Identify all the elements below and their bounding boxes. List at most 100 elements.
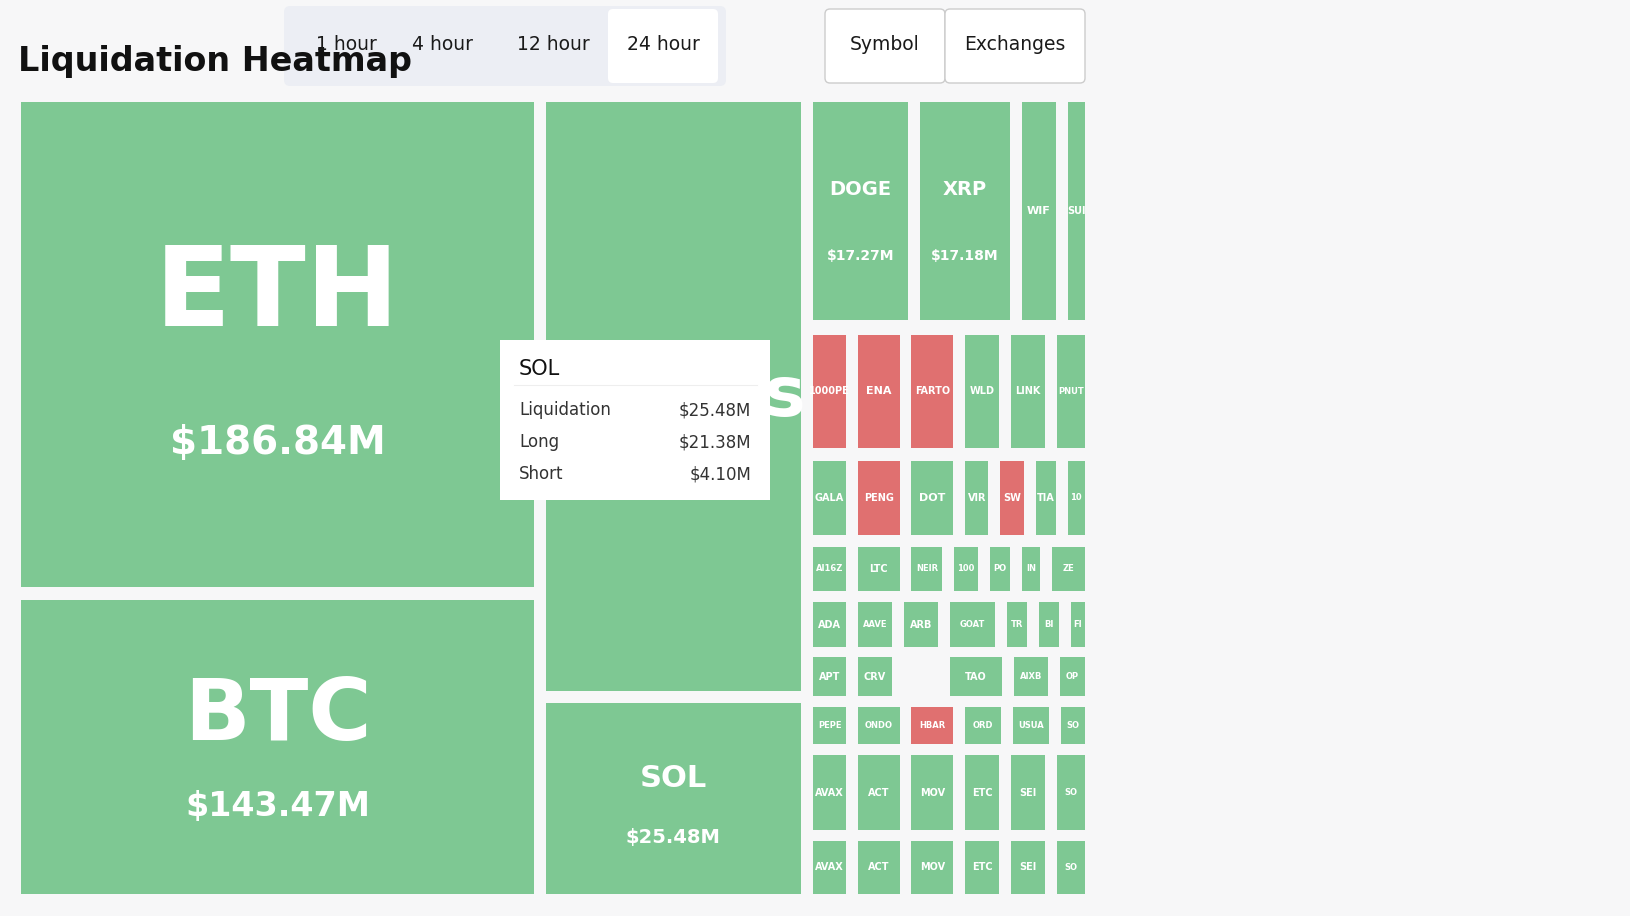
Bar bbox=[813, 657, 846, 696]
Text: GALA: GALA bbox=[815, 493, 844, 503]
Bar bbox=[1061, 707, 1086, 744]
Text: $17.18M: $17.18M bbox=[931, 249, 999, 263]
FancyBboxPatch shape bbox=[494, 340, 776, 507]
Text: SW: SW bbox=[1002, 493, 1020, 503]
Bar bbox=[21, 103, 533, 587]
Text: ACT: ACT bbox=[869, 788, 890, 798]
Text: TR: TR bbox=[1011, 620, 1024, 629]
Bar bbox=[1071, 603, 1086, 647]
Bar bbox=[911, 707, 954, 744]
Text: $17.27M: $17.27M bbox=[826, 249, 895, 263]
Text: SEI: SEI bbox=[1019, 788, 1037, 798]
Text: SO: SO bbox=[1064, 788, 1077, 797]
Text: $21.38M: $21.38M bbox=[678, 433, 751, 452]
Text: WIF: WIF bbox=[1027, 206, 1051, 216]
Text: GOAT: GOAT bbox=[960, 620, 985, 629]
Bar bbox=[546, 103, 802, 691]
Bar bbox=[950, 657, 1002, 696]
Text: ARB: ARB bbox=[910, 619, 932, 629]
Bar bbox=[1035, 461, 1056, 536]
Text: NEIR: NEIR bbox=[916, 564, 937, 573]
Bar bbox=[965, 707, 1001, 744]
Text: LINK: LINK bbox=[1015, 387, 1042, 397]
Text: 1 hour: 1 hour bbox=[316, 35, 377, 53]
Text: 4 hour: 4 hour bbox=[412, 35, 473, 53]
Text: ETH: ETH bbox=[155, 243, 399, 349]
Bar bbox=[1014, 657, 1048, 696]
Text: MOV: MOV bbox=[919, 788, 945, 798]
Text: VIR: VIR bbox=[968, 493, 986, 503]
Text: ACT: ACT bbox=[869, 862, 890, 872]
Text: WLD: WLD bbox=[970, 387, 994, 397]
Text: ETC: ETC bbox=[971, 788, 993, 798]
FancyBboxPatch shape bbox=[284, 6, 725, 86]
Text: 12 hour: 12 hour bbox=[517, 35, 590, 53]
Bar bbox=[965, 841, 999, 894]
Text: Long: Long bbox=[518, 433, 559, 452]
Bar bbox=[919, 103, 1011, 321]
FancyBboxPatch shape bbox=[945, 9, 1086, 83]
Bar bbox=[1056, 841, 1086, 894]
FancyBboxPatch shape bbox=[825, 9, 945, 83]
Text: SO: SO bbox=[1064, 863, 1077, 872]
Text: $25.48M: $25.48M bbox=[678, 401, 751, 420]
Text: ORD: ORD bbox=[973, 721, 993, 730]
Text: AVAX: AVAX bbox=[815, 862, 844, 872]
Text: IN: IN bbox=[1025, 564, 1035, 573]
Bar bbox=[1022, 103, 1056, 321]
Bar bbox=[1068, 103, 1086, 321]
Text: PNUT: PNUT bbox=[1058, 387, 1084, 396]
Bar bbox=[813, 103, 908, 321]
Bar bbox=[950, 603, 994, 647]
Bar bbox=[1011, 755, 1045, 830]
Bar bbox=[989, 547, 1011, 591]
Bar bbox=[1056, 335, 1086, 448]
Text: 100: 100 bbox=[957, 564, 975, 573]
Text: PO: PO bbox=[993, 564, 1006, 573]
Text: DOT: DOT bbox=[919, 493, 945, 503]
Bar bbox=[911, 335, 954, 448]
Text: AAVE: AAVE bbox=[862, 620, 887, 629]
Text: SOL: SOL bbox=[639, 765, 707, 793]
Text: Others: Others bbox=[541, 363, 805, 430]
Text: FI: FI bbox=[1074, 620, 1082, 629]
Text: ETC: ETC bbox=[971, 862, 993, 872]
Text: AVAX: AVAX bbox=[815, 788, 844, 798]
Text: $25.48M: $25.48M bbox=[626, 828, 720, 847]
Text: ADA: ADA bbox=[818, 619, 841, 629]
Bar bbox=[857, 335, 900, 448]
Bar bbox=[857, 755, 900, 830]
Text: 10: 10 bbox=[1071, 494, 1082, 503]
Text: SOL: SOL bbox=[518, 359, 561, 379]
Bar bbox=[911, 461, 954, 536]
Bar bbox=[813, 841, 846, 894]
Text: PENG: PENG bbox=[864, 493, 893, 503]
Text: HBAR: HBAR bbox=[919, 721, 945, 730]
Text: Liquidation: Liquidation bbox=[518, 401, 611, 420]
Text: ZE: ZE bbox=[1063, 564, 1074, 573]
Bar bbox=[1007, 603, 1027, 647]
Bar bbox=[911, 755, 954, 830]
Bar bbox=[857, 657, 892, 696]
Bar bbox=[911, 841, 954, 894]
Bar bbox=[1051, 547, 1086, 591]
Bar bbox=[857, 603, 892, 647]
Bar bbox=[857, 461, 900, 536]
Bar bbox=[1056, 755, 1086, 830]
Text: CRV: CRV bbox=[864, 671, 887, 682]
Bar bbox=[21, 600, 533, 894]
Text: ONDO: ONDO bbox=[866, 721, 893, 730]
FancyBboxPatch shape bbox=[608, 9, 717, 83]
Text: $4.10M: $4.10M bbox=[689, 465, 751, 484]
Bar bbox=[857, 841, 900, 894]
Bar bbox=[911, 547, 942, 591]
Bar bbox=[546, 703, 802, 894]
Text: 24 hour: 24 hour bbox=[626, 35, 699, 53]
Text: Short: Short bbox=[518, 465, 564, 484]
Bar bbox=[857, 547, 900, 591]
Text: $186.84M: $186.84M bbox=[170, 424, 385, 462]
Bar bbox=[1011, 335, 1045, 448]
Text: PEPE: PEPE bbox=[818, 721, 841, 730]
Text: USUA: USUA bbox=[1019, 721, 1045, 730]
Bar bbox=[813, 707, 846, 744]
